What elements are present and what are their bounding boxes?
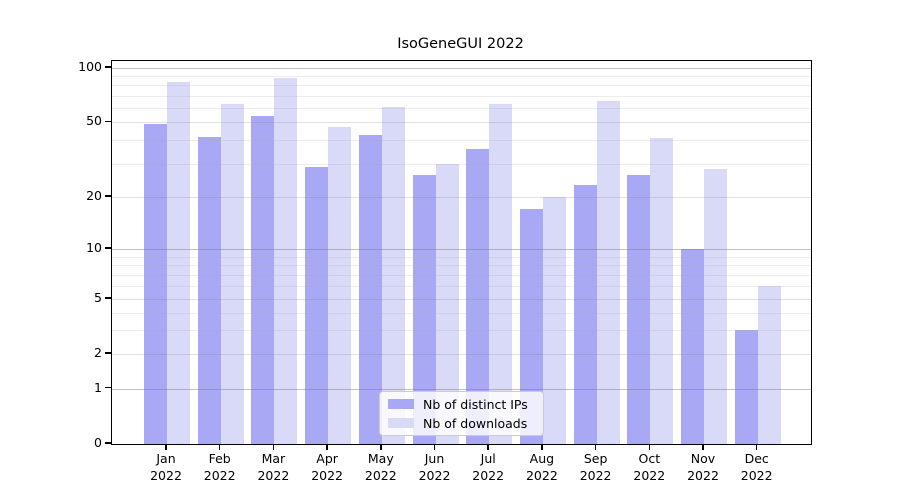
bar-distinct-ips-mar [251, 116, 275, 444]
x-axis-tick-mark [541, 444, 543, 450]
x-axis-tick-label-aug: Aug 2022 [525, 451, 558, 483]
x-axis-tick-mark [326, 444, 328, 450]
bar-downloads-jun [435, 163, 459, 444]
bar-downloads-sep [596, 100, 620, 444]
y-axis-tick-mark [105, 66, 111, 68]
gridline-decade-1 [112, 388, 811, 390]
bar-distinct-ips-aug [519, 209, 543, 444]
legend-label-distinct-ips: Nb of distinct IPs [423, 396, 528, 412]
legend-label-downloads: Nb of downloads [423, 415, 528, 431]
gridline-minor-40 [112, 140, 811, 142]
gridline-minor-70 [112, 95, 811, 97]
gridline-decade-100 [112, 67, 811, 69]
bar-distinct-ips-apr [305, 166, 329, 444]
y-axis-tick-mark [105, 442, 111, 444]
gridline-minor-90 [112, 76, 811, 78]
x-axis-tick-label-oct: Oct 2022 [633, 451, 666, 483]
bar-downloads-may [381, 106, 405, 444]
y-axis-tick-mark [105, 297, 111, 300]
bar-downloads-aug [542, 196, 566, 444]
x-axis-tick-mark [165, 444, 167, 450]
x-axis-tick-mark [433, 444, 436, 450]
y-axis-tick-label-100: 100 [78, 58, 102, 74]
bar-downloads-mar [274, 77, 298, 444]
bar-distinct-ips-dec [734, 329, 758, 444]
gridline-minor-7 [112, 274, 811, 276]
gridline-submajor-20 [112, 196, 811, 198]
x-axis-tick-mark [272, 444, 275, 450]
gridline-minor-8 [112, 265, 811, 267]
plot-area [111, 60, 812, 445]
bar-distinct-ips-feb [197, 136, 221, 444]
y-axis-tick-label-1: 1 [94, 379, 102, 395]
bar-downloads-dec [757, 286, 781, 444]
x-axis-tick-mark [648, 444, 651, 450]
x-axis-tick-mark [218, 444, 221, 450]
gridline-minor-60 [112, 107, 811, 109]
y-axis-tick-mark [105, 247, 111, 249]
gridline-minor-80 [112, 85, 811, 87]
bar-distinct-ips-jun [412, 175, 436, 444]
x-axis-tick-mark [755, 444, 758, 450]
y-axis-tick-mark [105, 352, 111, 354]
y-axis-tick-label-10: 10 [86, 240, 102, 256]
bar-distinct-ips-may [358, 134, 382, 444]
y-axis-tick-label-2: 2 [94, 344, 102, 360]
y-axis-tick-mark [105, 194, 111, 197]
chart-title: IsoGeneGUI 2022 [397, 36, 524, 52]
gridline-minor-30 [112, 163, 811, 165]
bar-distinct-ips-oct [627, 175, 651, 444]
y-axis-tick-label-0: 0 [94, 435, 102, 450]
gridline-submajor-50 [112, 122, 811, 124]
bar-downloads-oct [650, 138, 674, 444]
legend-entry-downloads: Nb of downloads [388, 416, 535, 431]
bar-downloads-nov [704, 169, 727, 444]
gridline-minor-4 [112, 312, 811, 314]
y-axis-tick-mark [105, 386, 111, 389]
legend-swatch-distinct-ips [388, 399, 414, 409]
x-axis-tick-label-feb: Feb 2022 [203, 451, 236, 483]
gridline-decade-10 [112, 249, 811, 251]
bar-downloads-apr [328, 127, 352, 444]
legend-entry-distinct-ips: Nb of distinct IPs [388, 397, 535, 412]
x-axis-tick-mark [702, 444, 704, 450]
x-axis-tick-mark [487, 444, 489, 450]
gridline-minor-9 [112, 256, 811, 258]
x-axis-tick-label-apr: Apr 2022 [311, 451, 343, 483]
x-axis-tick-label-jul: Jul 2022 [472, 451, 505, 483]
x-axis-tick-mark [594, 444, 597, 450]
gridline-submajor-5 [112, 299, 811, 301]
bar-downloads-jul [489, 104, 513, 444]
bar-downloads-jan [167, 82, 190, 444]
gridline-minor-3 [112, 329, 811, 331]
y-axis-tick-mark [105, 120, 111, 123]
gridline-submajor-2 [112, 353, 811, 355]
y-axis-tick-label-20: 20 [86, 187, 102, 203]
bar-distinct-ips-jul [466, 149, 490, 444]
bar-distinct-ips-jan [144, 123, 167, 444]
x-axis-tick-mark [380, 444, 382, 450]
x-axis-tick-label-dec: Dec 2022 [740, 451, 773, 483]
bar-distinct-ips-nov [681, 249, 704, 444]
x-axis-tick-label-jan: Jan 2022 [150, 451, 182, 483]
legend-swatch-downloads [388, 418, 414, 428]
bar-distinct-ips-sep [573, 185, 597, 444]
y-axis-tick-label-5: 5 [94, 290, 102, 306]
bar-downloads-feb [220, 104, 244, 444]
y-axis-tick-label-50: 50 [86, 113, 102, 129]
gridline-minor-6 [112, 286, 811, 288]
x-axis-tick-label-mar: Mar 2022 [257, 451, 290, 483]
legend: Nb of distinct IPs Nb of downloads [379, 391, 544, 436]
x-axis-tick-label-sep: Sep 2022 [579, 451, 612, 483]
x-axis-tick-label-jun: Jun 2022 [418, 451, 451, 483]
x-axis-tick-label-nov: Nov 2022 [687, 451, 719, 483]
x-axis-tick-label-may: May 2022 [364, 451, 397, 483]
